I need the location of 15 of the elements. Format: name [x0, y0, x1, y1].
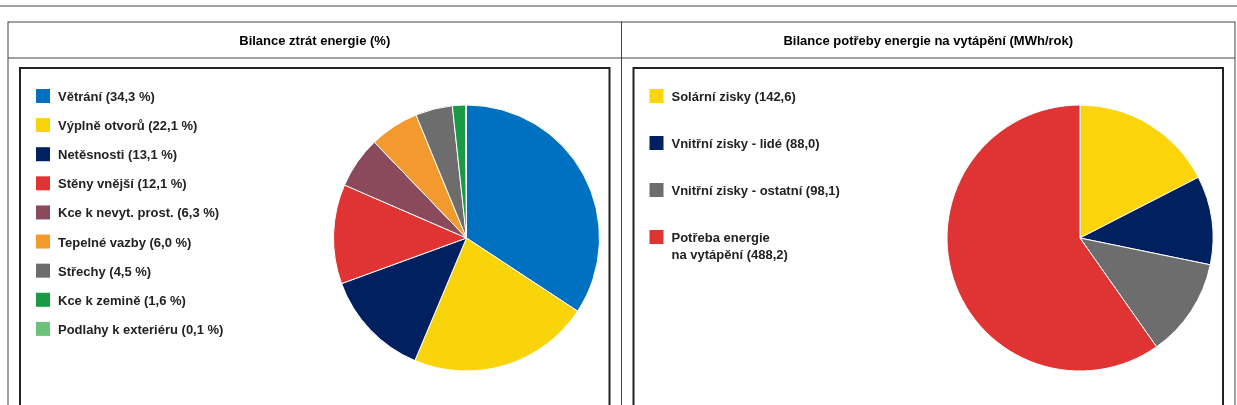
legend-label: Vnitřní zisky - lidé (88,0) [671, 136, 820, 151]
chart-title: Bilance ztrát energie (%) [239, 33, 391, 48]
legend-label: Netěsnosti (13,1 %) [58, 147, 178, 163]
legend-label: Stěny vnější (12,1 %) [58, 176, 187, 192]
legend-label: Solární zisky (142,6) [671, 89, 796, 104]
legend-label: Větrání (34,3 %) [58, 89, 155, 104]
legend-label: Vnitřní zisky - ostatní (98,1) [671, 183, 840, 198]
legend-label: Kce k nevyt. prost. (6,3 %) [58, 205, 220, 221]
legend-label: Tepelné vazby (6,0 %) [58, 234, 192, 250]
legend-label: Kce k zemině (1,6 %) [58, 292, 186, 308]
chart-title: Bilance potřeby energie na vytápění (MWh/rok) [783, 33, 1074, 48]
legend-label: Výplně otvorů (22,1 %) [58, 118, 198, 134]
legend-label: Podlahy k exteriéru (0,1 %) [58, 321, 224, 337]
legend-label: Střechy (4,5 %) [58, 263, 152, 279]
legend-label: Potřeba energie na vytápění (488,2) [671, 230, 788, 262]
